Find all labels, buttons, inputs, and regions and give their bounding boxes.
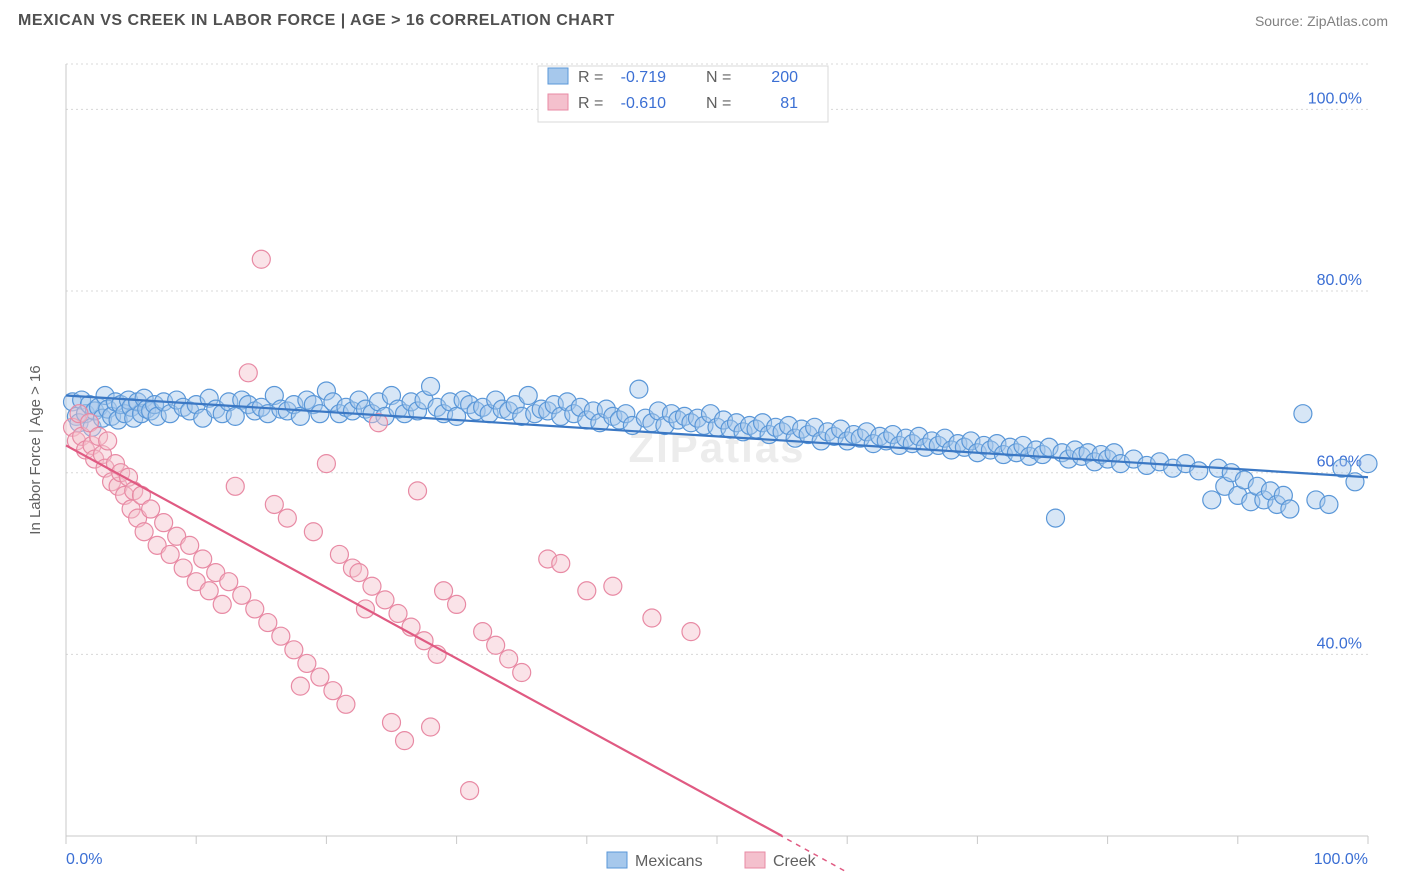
legend-label: Creek — [773, 853, 817, 870]
svg-text:N =: N = — [706, 95, 731, 112]
svg-text:R =: R = — [578, 69, 603, 86]
svg-text:-0.719: -0.719 — [621, 69, 666, 86]
chart-container: 40.0%60.0%80.0%100.0%0.0%100.0%ZIPatlasI… — [18, 44, 1388, 874]
x-tick-label: 0.0% — [66, 851, 102, 868]
svg-text:N =: N = — [706, 69, 731, 86]
series-creek — [64, 250, 700, 799]
y-axis-label: In Labor Force | Age > 16 — [27, 365, 44, 534]
legend-label: Mexicans — [635, 853, 703, 870]
y-tick-label: 40.0% — [1317, 635, 1362, 652]
series-legend: Mexicans Creek — [607, 852, 817, 870]
x-tick-label: 100.0% — [1314, 851, 1368, 868]
y-tick-label: 80.0% — [1317, 272, 1362, 289]
chart-title: MEXICAN VS CREEK IN LABOR FORCE | AGE > … — [18, 12, 615, 30]
svg-text:81: 81 — [780, 95, 798, 112]
scatter-chart: 40.0%60.0%80.0%100.0%0.0%100.0%ZIPatlasI… — [18, 44, 1388, 874]
svg-text:-0.610: -0.610 — [621, 95, 666, 112]
y-tick-label: 100.0% — [1308, 90, 1362, 107]
source-attribution: Source: ZipAtlas.com — [1255, 13, 1388, 29]
svg-text:R =: R = — [578, 95, 603, 112]
svg-text:200: 200 — [771, 69, 798, 86]
correlation-legend: R = -0.719 N = 200 R = -0.610 N = 81 — [538, 66, 828, 122]
